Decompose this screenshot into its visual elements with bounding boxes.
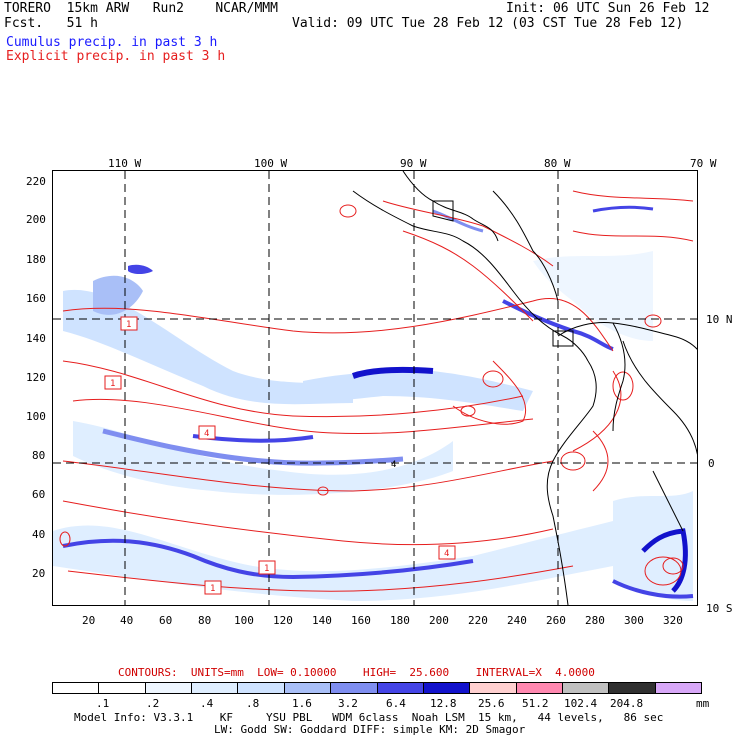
lon-label: 110 W [108,157,142,170]
y-tick: 180 [26,253,46,266]
colorbar-label: 25.6 [478,697,505,710]
contours-info: CONTOURS: UNITS=mm LOW= 0.10000 HIGH= 25… [118,666,595,679]
contour-label: 4 [444,549,449,559]
lon-label: 90 W [400,157,427,170]
contour-label: 1 [210,584,215,594]
coastlines [352,171,697,605]
colorbar-swatch [331,683,378,693]
lat-label: 0 [708,457,715,470]
colorbar-label: 1.6 [292,697,312,710]
colorbar-swatch [609,683,656,693]
colorbar-label: .2 [146,697,160,710]
x-tick: 20 [82,614,96,627]
colorbar-swatch [284,683,332,693]
x-tick: 300 [624,614,644,627]
x-tick: 260 [546,614,566,627]
lat-label: 10 N [706,313,733,326]
lon-label: 80 W [544,157,571,170]
colorbar-swatch [99,683,146,693]
colorbar-swatch [53,683,100,693]
colorbar-label: 3.2 [338,697,358,710]
y-tick: 120 [26,371,46,384]
x-tick: 320 [663,614,683,627]
x-tick: 280 [585,614,605,627]
center-label: 4 [391,460,396,470]
colorbar-label: 102.4 [564,697,598,710]
x-tick: 80 [198,614,212,627]
x-tick: 160 [351,614,371,627]
cumulus-precip-label: Cumulus precip. in past 3 h [6,35,218,50]
precip-map: 1 1 4 1 4 1 4 [52,170,698,606]
explicit-precip-contours [59,190,694,592]
y-tick: 40 [32,528,46,541]
y-tick: 60 [32,488,46,501]
y-tick: 160 [26,292,46,305]
contour-label: 1 [126,320,131,330]
colorbar-label: .8 [246,697,260,710]
colorbar-label: 12.8 [430,697,457,710]
model-info-line1: Model Info: V3.3.1 KF YSU PBL WDM 6class… [74,711,664,724]
cumulus-precip-shading [53,205,694,601]
x-tick: 220 [468,614,488,627]
model-info-line2: LW: Godd SW: Goddard DIFF: simple KM: 2D… [214,723,526,736]
colorbar-swatch [516,683,563,693]
colorbar-swatch [377,683,424,693]
init-time: Init: 06 UTC Sun 26 Feb 12 [506,1,710,16]
lon-label: 70 W [690,157,717,170]
colorbar-units: mm [696,697,710,710]
colorbar-swatch [423,683,471,693]
y-tick: 220 [26,175,46,188]
model-info: Model Info: V3.3.1 KF YSU PBL WDM 6class… [74,712,663,736]
x-tick: 200 [429,614,449,627]
colorbar [52,682,702,694]
colorbar-label: 51.2 [522,697,549,710]
valid-time: Valid: 09 UTC Tue 28 Feb 12 (03 CST Tue … [292,16,684,31]
lon-label: 100 W [254,157,288,170]
colorbar-swatch [562,683,610,693]
colorbar-swatch [470,683,517,693]
y-tick: 200 [26,213,46,226]
y-tick: 100 [26,410,46,423]
x-tick: 140 [312,614,332,627]
precip-map-svg: 1 1 4 1 4 1 4 [53,171,697,605]
colorbar-label: .4 [200,697,214,710]
contour-labels: 1 1 4 1 4 1 4 [104,316,456,595]
y-tick: 20 [32,567,46,580]
colorbar-swatch [655,683,702,693]
x-tick: 100 [234,614,254,627]
colorbar-swatch [145,683,193,693]
colorbar-swatch [238,683,285,693]
model-title: TORERO 15km ARW Run2 NCAR/MMM [4,1,278,16]
colorbar-swatch [192,683,239,693]
x-tick: 240 [507,614,527,627]
contour-label: 4 [204,429,209,439]
lat-label: 10 S [706,602,733,615]
forecast-hour: Fcst. 51 h [4,16,98,31]
contour-label: 1 [110,379,115,389]
y-tick: 140 [26,332,46,345]
contour-label: 1 [264,564,269,574]
x-tick: 40 [120,614,134,627]
latlon-grid [53,171,697,605]
x-tick: 60 [159,614,173,627]
x-tick: 180 [390,614,410,627]
colorbar-label: 6.4 [386,697,406,710]
colorbar-label: 204.8 [610,697,644,710]
y-tick: 80 [32,449,46,462]
colorbar-label: .1 [96,697,110,710]
explicit-precip-label: Explicit precip. in past 3 h [6,49,226,64]
x-tick: 120 [273,614,293,627]
